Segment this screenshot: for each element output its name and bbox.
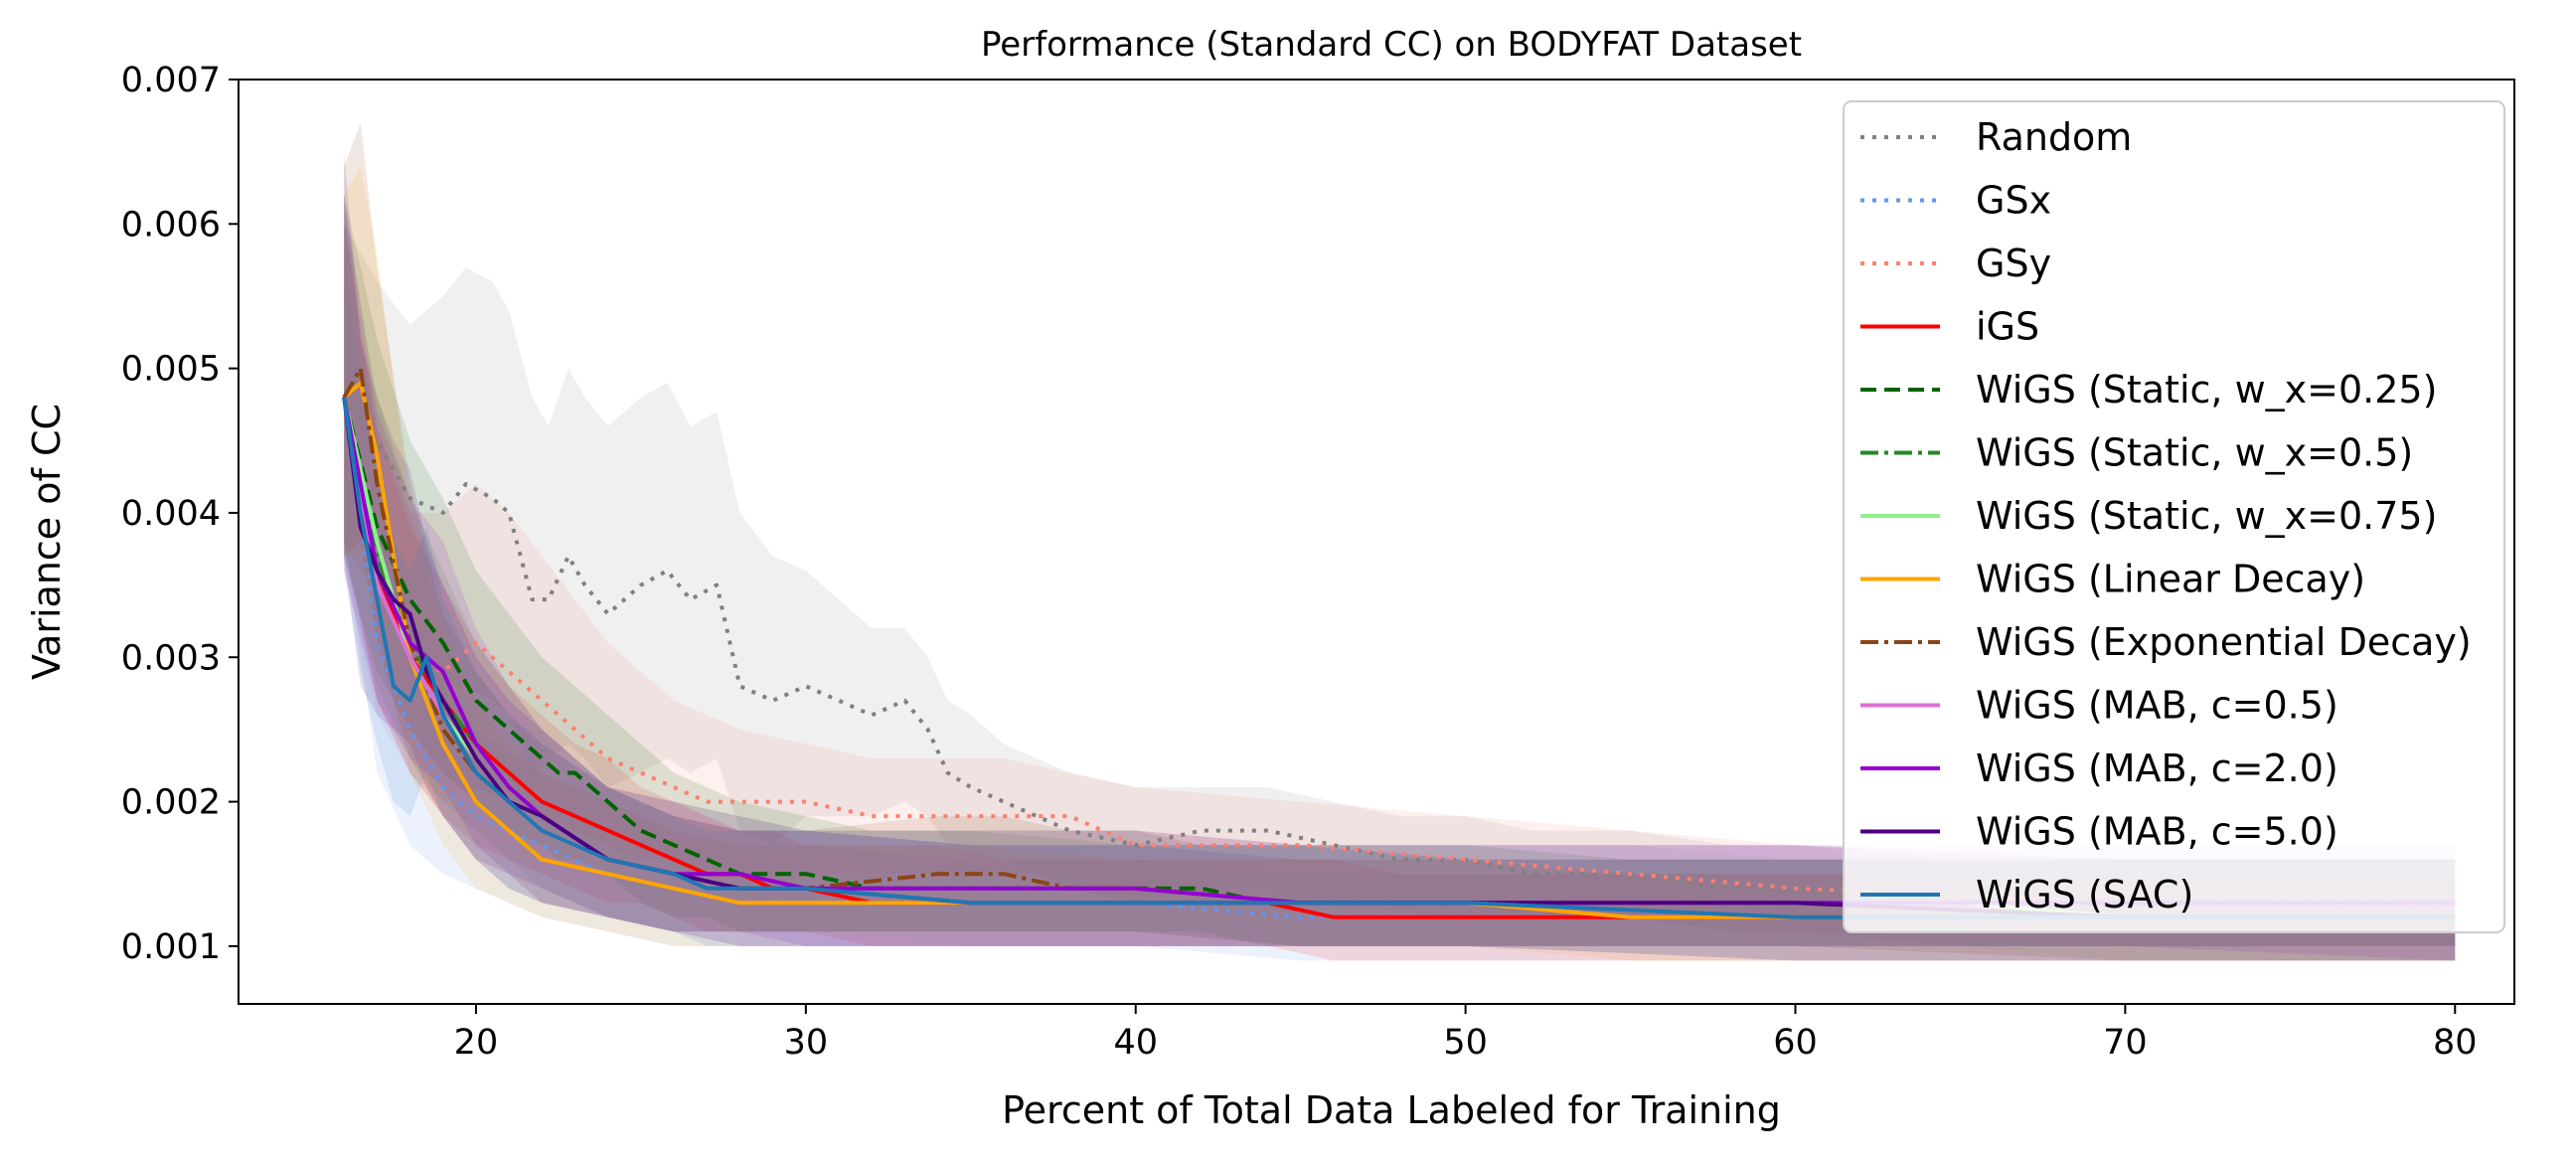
legend-label: Random — [1976, 115, 2132, 159]
legend-label: WiGS (Static, w_x=0.75) — [1976, 494, 2437, 538]
legend-label: WiGS (Exponential Decay) — [1976, 620, 2472, 664]
series-line-wigs-sac- — [342, 397, 2456, 919]
legend-label: GSy — [1976, 242, 2051, 285]
series-line-random — [342, 396, 2456, 906]
y-tick-label: 0.001 — [121, 927, 221, 967]
y-axis-label: Variance of CC — [25, 404, 69, 680]
y-tick-label: 0.003 — [121, 638, 221, 678]
chart-title: Performance (Standard CC) on BODYFAT Dat… — [981, 25, 1802, 65]
y-tick-label: 0.007 — [121, 61, 221, 100]
x-tick-label: 80 — [2433, 1023, 2478, 1063]
legend-label: WiGS (Linear Decay) — [1976, 558, 2365, 601]
x-tick-label: 20 — [454, 1023, 499, 1063]
band-gsy — [344, 224, 2456, 946]
x-tick-label: 60 — [1773, 1023, 1818, 1063]
legend: Random GSx GSy iGS WiGS (Static, w_x=0.25) Wi… — [1843, 100, 2505, 933]
y-tick-label: 0.005 — [121, 350, 221, 390]
series-line-gsy — [342, 397, 2456, 906]
legend-label: WiGS (Static, w_x=0.25) — [1976, 368, 2437, 412]
x-tick-label: 30 — [784, 1023, 829, 1063]
band-random — [344, 224, 2456, 946]
plot-frame — [238, 79, 2515, 1005]
x-tick-label: 70 — [2103, 1023, 2148, 1063]
x-tick-label: 40 — [1113, 1023, 1158, 1063]
legend-label: WiGS (MAB, c=0.5) — [1976, 684, 2338, 728]
y-tick-label: 0.006 — [121, 205, 221, 245]
y-tick-label: 0.004 — [121, 494, 221, 534]
legend-frame — [1843, 100, 2505, 933]
legend-label: WiGS (Static, w_x=0.5) — [1976, 431, 2413, 475]
y-axis-ticks: 0.001 0.002 0.003 0.004 0.005 0.006 0.007 — [121, 61, 239, 967]
series-lines — [342, 366, 2456, 919]
x-tick-label: 50 — [1443, 1023, 1488, 1063]
y-tick-label: 0.002 — [121, 783, 221, 823]
series-line-wigs-linear-decay- — [342, 381, 2456, 919]
legend-label: WiGS (MAB, c=5.0) — [1976, 810, 2338, 854]
legend-label: WiGS (SAC) — [1976, 873, 2193, 916]
x-axis-ticks: 20 30 40 50 60 70 80 — [454, 1004, 2478, 1063]
x-axis-label: Percent of Total Data Labeled for Traini… — [1002, 1088, 1781, 1132]
legend-label: WiGS (MAB, c=2.0) — [1976, 746, 2338, 790]
legend-label: GSx — [1976, 179, 2051, 223]
legend-label: iGS — [1976, 305, 2039, 349]
